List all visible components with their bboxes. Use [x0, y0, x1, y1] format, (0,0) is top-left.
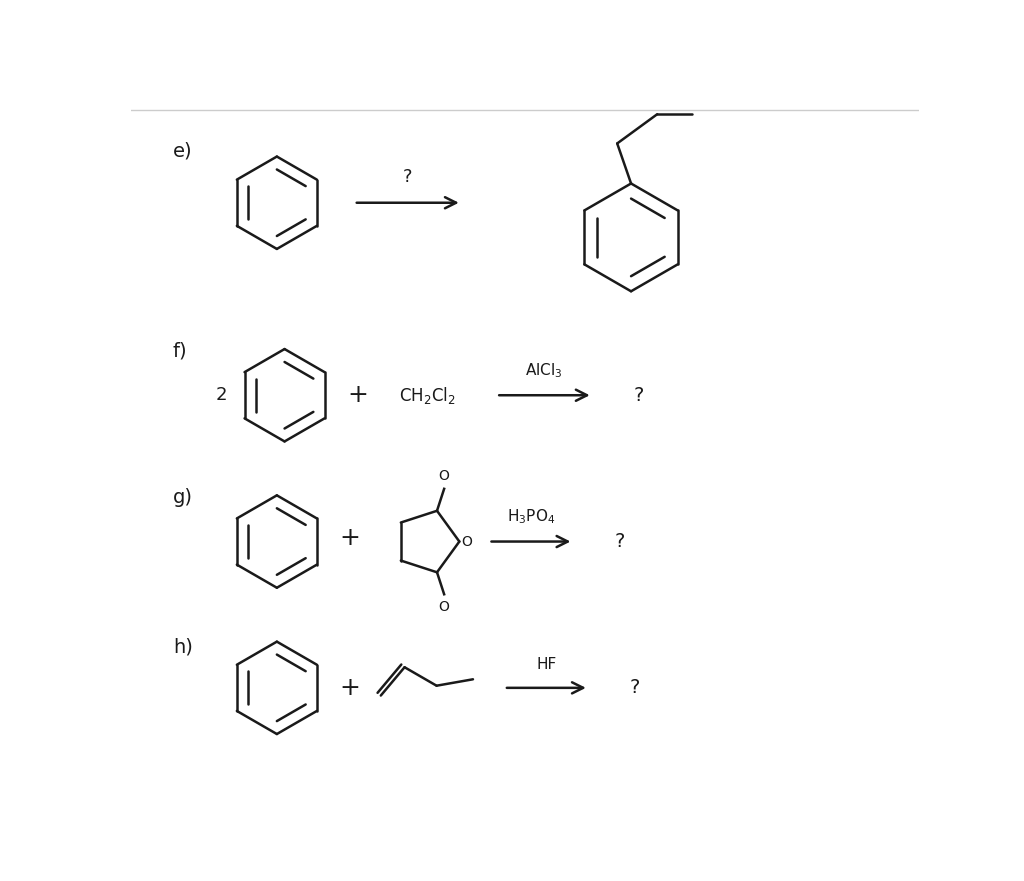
Text: +: +	[340, 676, 360, 700]
Text: HF: HF	[537, 657, 556, 672]
Text: ?: ?	[630, 678, 640, 698]
Text: ?: ?	[634, 386, 644, 404]
Text: O: O	[438, 469, 450, 483]
Text: f): f)	[173, 341, 187, 360]
Text: AlCl$_3$: AlCl$_3$	[525, 361, 563, 380]
Text: O: O	[438, 601, 450, 614]
Text: CH$_2$Cl$_2$: CH$_2$Cl$_2$	[398, 385, 456, 406]
Text: O: O	[462, 535, 472, 549]
Text: +: +	[340, 526, 360, 550]
Text: 2: 2	[216, 386, 227, 404]
Text: h): h)	[173, 638, 193, 657]
Text: g): g)	[173, 488, 193, 507]
Text: ?: ?	[403, 167, 413, 186]
Text: ?: ?	[614, 532, 625, 551]
Text: H$_3$PO$_4$: H$_3$PO$_4$	[507, 507, 555, 526]
Text: +: +	[347, 383, 369, 407]
Text: e): e)	[173, 141, 193, 160]
